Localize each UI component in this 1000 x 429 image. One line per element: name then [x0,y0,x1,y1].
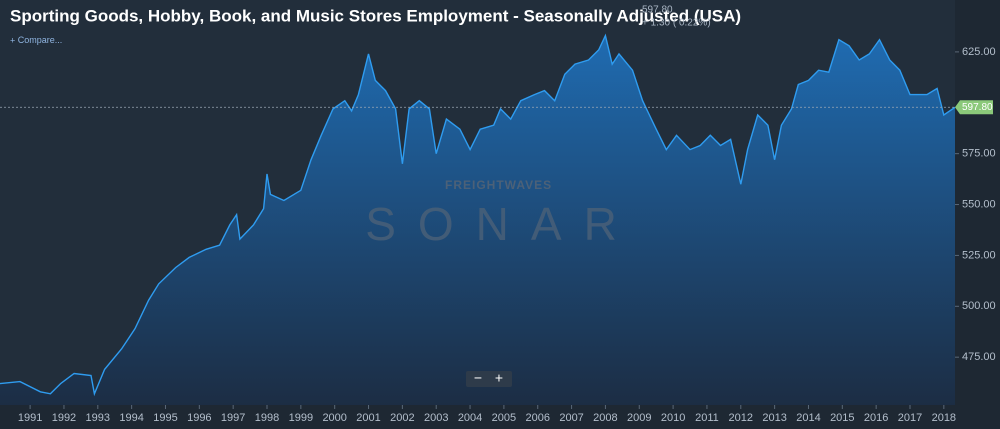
x-tick-label: 2018 [932,412,956,424]
x-tick-label: 2006 [525,412,549,424]
y-tick-label: 500.00 [962,300,996,312]
x-tick-label: 2016 [864,412,888,424]
x-tick-label: 2010 [661,412,685,424]
area-fill [0,35,955,405]
x-tick-label: 2014 [796,412,820,424]
x-tick-label: 1996 [187,412,211,424]
x-tick-label: 1998 [255,412,279,424]
x-tick-label: 1993 [86,412,110,424]
marks [0,33,956,405]
y-tick-label: 575.00 [962,148,996,160]
x-tick-label: 2007 [559,412,583,424]
x-tick-label: 2015 [830,412,854,424]
watermark-product: SONAR [365,198,639,250]
last-value-badge-label: 597.80 [962,102,993,113]
x-tick-label: 2000 [322,412,346,424]
last-value-badge [955,100,993,115]
x-tick-label: 1999 [289,412,313,424]
line [0,33,956,397]
y-tick-label: 475.00 [962,351,996,363]
x-tick-label: 1994 [119,412,143,424]
x-tick-label: 2009 [627,412,651,424]
chart-title: Sporting Goods, Hobby, Book, and Music S… [10,6,741,25]
x-tick-label: 2012 [729,412,753,424]
x-tick-label: 2011 [695,412,719,424]
x-tick-label: 2005 [492,412,516,424]
x-tick-label: 2001 [356,412,380,424]
x-tick-label: 1997 [221,412,245,424]
y-tick-label: 625.00 [962,46,996,58]
x-tick-label: 2017 [898,412,922,424]
x-tick-label: 2003 [424,412,448,424]
watermark-brand: FREIGHTWAVES [445,178,552,192]
x-tick-label: 2013 [762,412,786,424]
x-tick-label: 1992 [52,412,76,424]
compare-link[interactable]: + Compare... [10,35,62,45]
change: + 1.30 ( 0.22%) [642,18,711,29]
x-tick-label: 1991 [18,412,42,424]
zoom-out[interactable]: − [474,370,482,386]
x-tick-label: 2002 [390,412,414,424]
y-tick-label: 550.00 [962,198,996,210]
zoom-in[interactable]: + [495,370,503,386]
x-tick-label: 1995 [153,412,177,424]
zoom-controls [466,371,512,387]
x-tick-label: 2008 [593,412,617,424]
compare-text[interactable]: Compare... [18,35,63,45]
y-tick-label: 525.00 [962,249,996,261]
last-value: 597.80 [642,5,673,16]
x-tick-label: 2004 [458,412,482,424]
